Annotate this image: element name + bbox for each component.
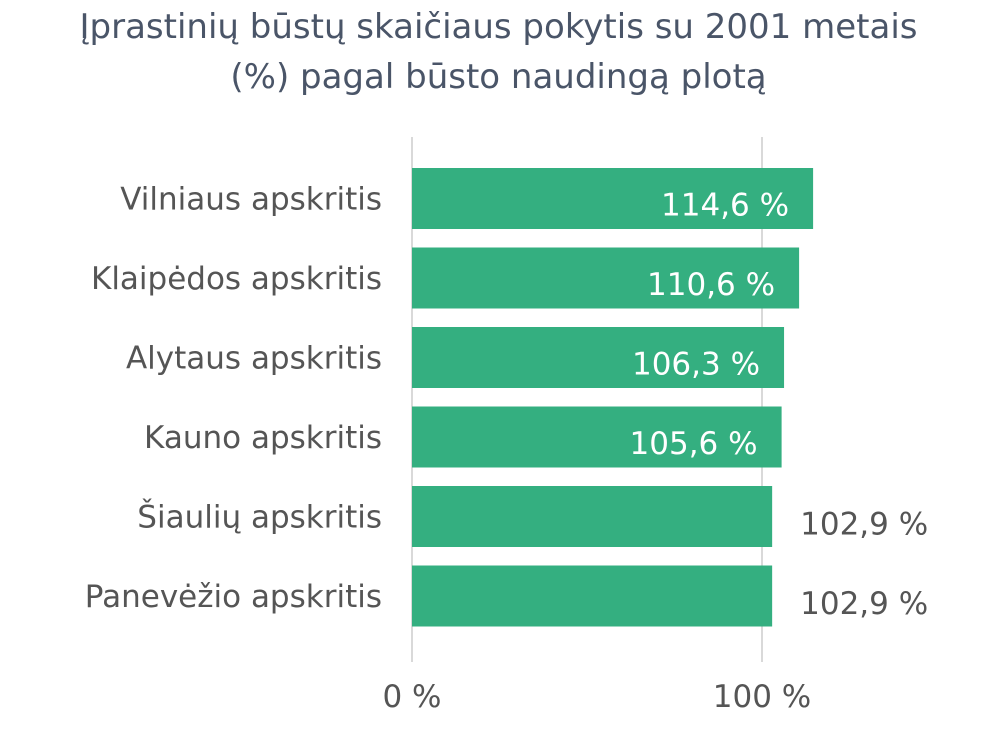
bar [412, 168, 814, 229]
data-label: 110,6 % [647, 267, 775, 303]
data-label: 106,3 % [632, 347, 760, 383]
bar [412, 486, 773, 547]
bar [412, 327, 785, 388]
category-label: Panevėžio apskritis [85, 579, 382, 615]
x-tick-label: 0 % [382, 679, 441, 715]
category-label: Alytaus apskritis [126, 341, 382, 377]
category-label: Šiaulių apskritis [137, 499, 382, 536]
category-label: Klaipėdos apskritis [91, 261, 382, 297]
x-tick-label: 100 % [713, 679, 811, 715]
bar [412, 247, 800, 309]
bar-layer [412, 168, 814, 627]
chart-title-line-2: (%) pagal būsto naudingą plotą [230, 57, 767, 97]
chart-title-line-1: Įprastinių būstų skaičiaus pokytis su 20… [79, 7, 918, 47]
data-label: 105,6 % [630, 426, 758, 462]
label-layer: Vilniaus apskritis 114,6 % Klaipėdos apskr… [85, 182, 928, 623]
data-label: 102,9 % [800, 586, 928, 622]
data-label: 114,6 % [661, 188, 789, 224]
category-label: Vilniaus apskritis [120, 182, 382, 218]
bar [412, 565, 773, 627]
x-axis: 0 % 100 % [382, 679, 811, 715]
bar [412, 406, 782, 468]
category-label: Kauno apskritis [144, 420, 382, 456]
chart-title: Įprastinių būstų skaičiaus pokytis su 20… [0, 2, 997, 102]
data-label: 102,9 % [800, 507, 928, 543]
